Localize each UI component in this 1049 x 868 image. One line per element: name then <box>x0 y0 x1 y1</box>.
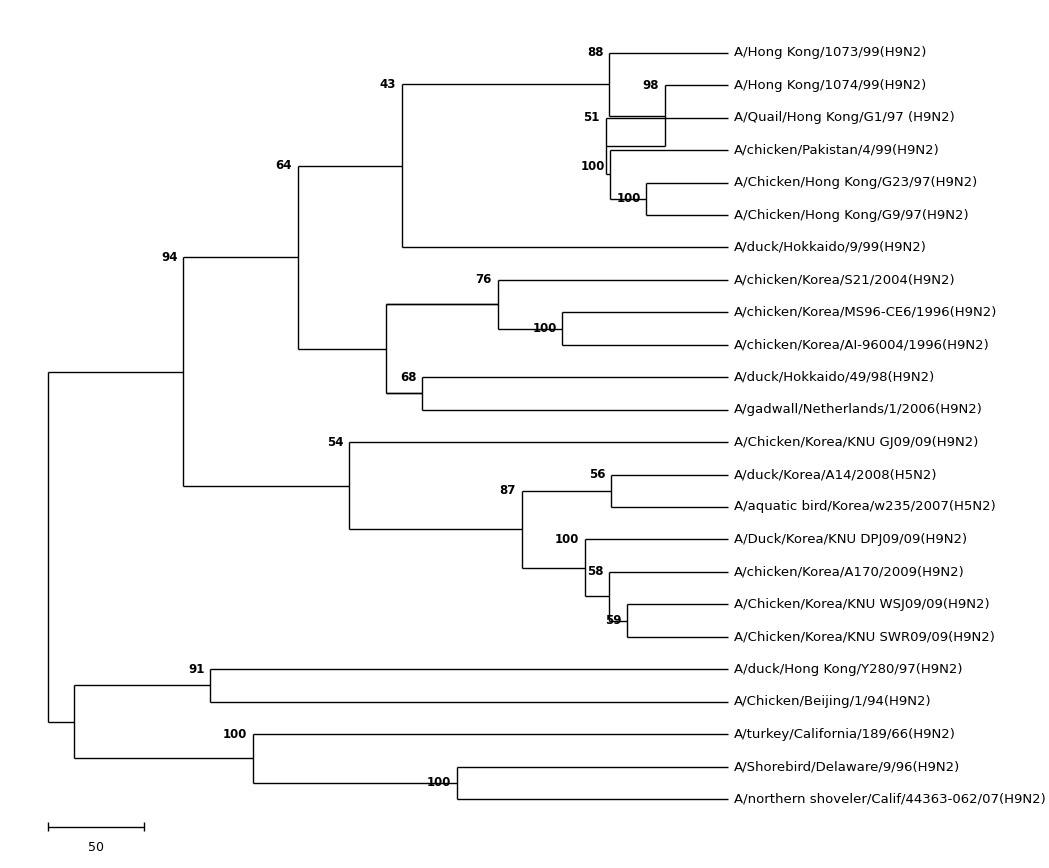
Text: A/Chicken/Korea/KNU SWR09/09(H9N2): A/Chicken/Korea/KNU SWR09/09(H9N2) <box>734 630 996 643</box>
Text: 76: 76 <box>475 273 492 286</box>
Text: A/chicken/Korea/A170/2009(H9N2): A/chicken/Korea/A170/2009(H9N2) <box>734 565 965 578</box>
Text: 91: 91 <box>189 662 205 675</box>
Text: 94: 94 <box>162 251 177 264</box>
Text: A/chicken/Korea/S21/2004(H9N2): A/chicken/Korea/S21/2004(H9N2) <box>734 273 956 286</box>
Text: A/Chicken/Hong Kong/G23/97(H9N2): A/Chicken/Hong Kong/G23/97(H9N2) <box>734 176 978 189</box>
Text: A/aquatic bird/Korea/w235/2007(H5N2): A/aquatic bird/Korea/w235/2007(H5N2) <box>734 501 996 514</box>
Text: A/northern shoveler/Calif/44363-062/07(H9N2): A/northern shoveler/Calif/44363-062/07(H… <box>734 792 1046 806</box>
Text: 51: 51 <box>583 111 600 124</box>
Text: A/duck/Hokkaido/49/98(H9N2): A/duck/Hokkaido/49/98(H9N2) <box>734 371 936 384</box>
Text: A/chicken/Korea/AI-96004/1996(H9N2): A/chicken/Korea/AI-96004/1996(H9N2) <box>734 339 990 352</box>
Text: A/Chicken/Beijing/1/94(H9N2): A/Chicken/Beijing/1/94(H9N2) <box>734 695 932 708</box>
Text: 43: 43 <box>380 78 395 91</box>
Text: A/Hong Kong/1073/99(H9N2): A/Hong Kong/1073/99(H9N2) <box>734 46 926 59</box>
Text: A/Chicken/Hong Kong/G9/97(H9N2): A/Chicken/Hong Kong/G9/97(H9N2) <box>734 208 969 221</box>
Text: A/duck/Korea/A14/2008(H5N2): A/duck/Korea/A14/2008(H5N2) <box>734 468 938 481</box>
Text: A/chicken/Korea/MS96-CE6/1996(H9N2): A/chicken/Korea/MS96-CE6/1996(H9N2) <box>734 306 998 319</box>
Text: 58: 58 <box>587 565 604 578</box>
Text: A/Quail/Hong Kong/G1/97 (H9N2): A/Quail/Hong Kong/G1/97 (H9N2) <box>734 111 955 124</box>
Text: 59: 59 <box>605 614 621 627</box>
Text: 100: 100 <box>427 776 451 789</box>
Text: A/chicken/Pakistan/4/99(H9N2): A/chicken/Pakistan/4/99(H9N2) <box>734 143 940 156</box>
Text: 56: 56 <box>588 468 605 481</box>
Text: 64: 64 <box>276 160 292 173</box>
Text: A/Shorebird/Delaware/9/96(H9N2): A/Shorebird/Delaware/9/96(H9N2) <box>734 760 961 773</box>
Text: 100: 100 <box>617 193 641 206</box>
Text: 88: 88 <box>587 46 604 59</box>
Text: 100: 100 <box>580 160 604 173</box>
Text: A/duck/Hong Kong/Y280/97(H9N2): A/duck/Hong Kong/Y280/97(H9N2) <box>734 662 963 675</box>
Text: 98: 98 <box>643 79 659 92</box>
Text: 50: 50 <box>88 841 104 854</box>
Text: 100: 100 <box>222 727 248 740</box>
Text: A/Hong Kong/1074/99(H9N2): A/Hong Kong/1074/99(H9N2) <box>734 79 926 92</box>
Text: 54: 54 <box>326 436 343 449</box>
Text: 68: 68 <box>401 371 416 384</box>
Text: A/duck/Hokkaido/9/99(H9N2): A/duck/Hokkaido/9/99(H9N2) <box>734 241 927 254</box>
Text: A/Duck/Korea/KNU DPJ09/09(H9N2): A/Duck/Korea/KNU DPJ09/09(H9N2) <box>734 533 967 546</box>
Text: 100: 100 <box>532 322 557 335</box>
Text: A/Chicken/Korea/KNU GJ09/09(H9N2): A/Chicken/Korea/KNU GJ09/09(H9N2) <box>734 436 979 449</box>
Text: A/Chicken/Korea/KNU WSJ09/09(H9N2): A/Chicken/Korea/KNU WSJ09/09(H9N2) <box>734 598 990 611</box>
Text: A/turkey/California/189/66(H9N2): A/turkey/California/189/66(H9N2) <box>734 727 956 740</box>
Text: A/gadwall/Netherlands/1/2006(H9N2): A/gadwall/Netherlands/1/2006(H9N2) <box>734 403 983 416</box>
Text: 87: 87 <box>499 484 516 497</box>
Text: 100: 100 <box>555 533 579 546</box>
